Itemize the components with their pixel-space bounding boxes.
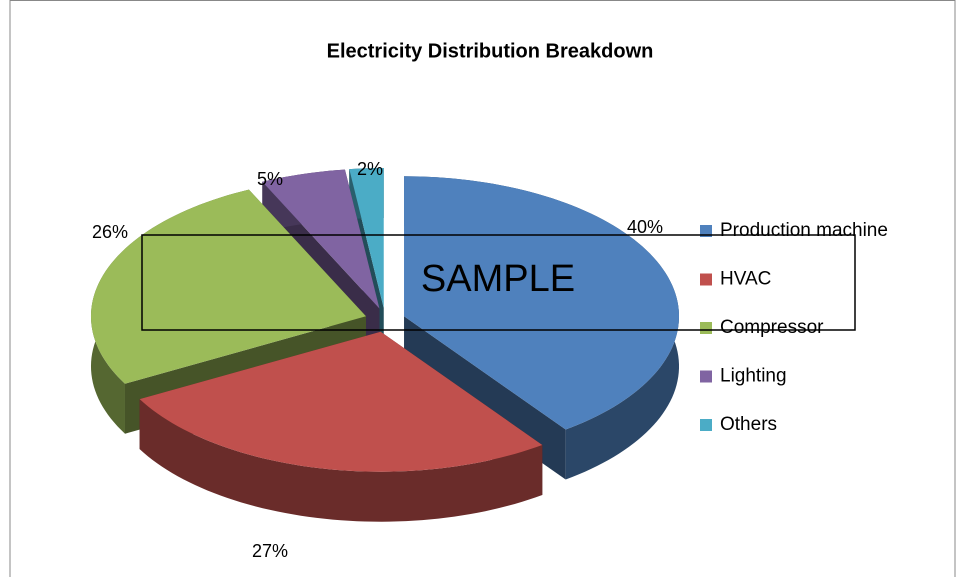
data-label: 2% — [357, 159, 383, 179]
legend-swatch — [700, 370, 712, 383]
slice — [349, 168, 384, 309]
legend-swatch — [700, 419, 712, 431]
legend: Production machine HVAC Compressor Lighting… — [700, 220, 888, 435]
legend-label: Compressor — [720, 317, 824, 338]
legend-swatch — [700, 273, 712, 286]
chart-title: Electricity Distribution Breakdown — [327, 40, 654, 62]
data-label: 40% — [627, 217, 663, 237]
data-label: 26% — [92, 222, 128, 242]
legend-label: Others — [720, 414, 777, 435]
legend-swatch — [700, 322, 712, 334]
pie — [90, 168, 679, 522]
watermark: SAMPLE — [421, 258, 575, 300]
slice — [139, 331, 543, 472]
legend-label: Production machine — [720, 220, 888, 241]
slice-side — [139, 399, 543, 522]
legend-label: Lighting — [720, 366, 787, 387]
legend-label: HVAC — [720, 269, 771, 290]
slice — [90, 189, 366, 384]
labels: 40% 27% 26% 5% 2% — [92, 159, 663, 561]
watermark-box — [141, 234, 856, 331]
slice — [404, 176, 679, 430]
data-label: 27% — [252, 541, 288, 561]
legend-swatch — [700, 225, 712, 237]
data-label: 5% — [257, 169, 283, 189]
slice — [262, 169, 380, 309]
